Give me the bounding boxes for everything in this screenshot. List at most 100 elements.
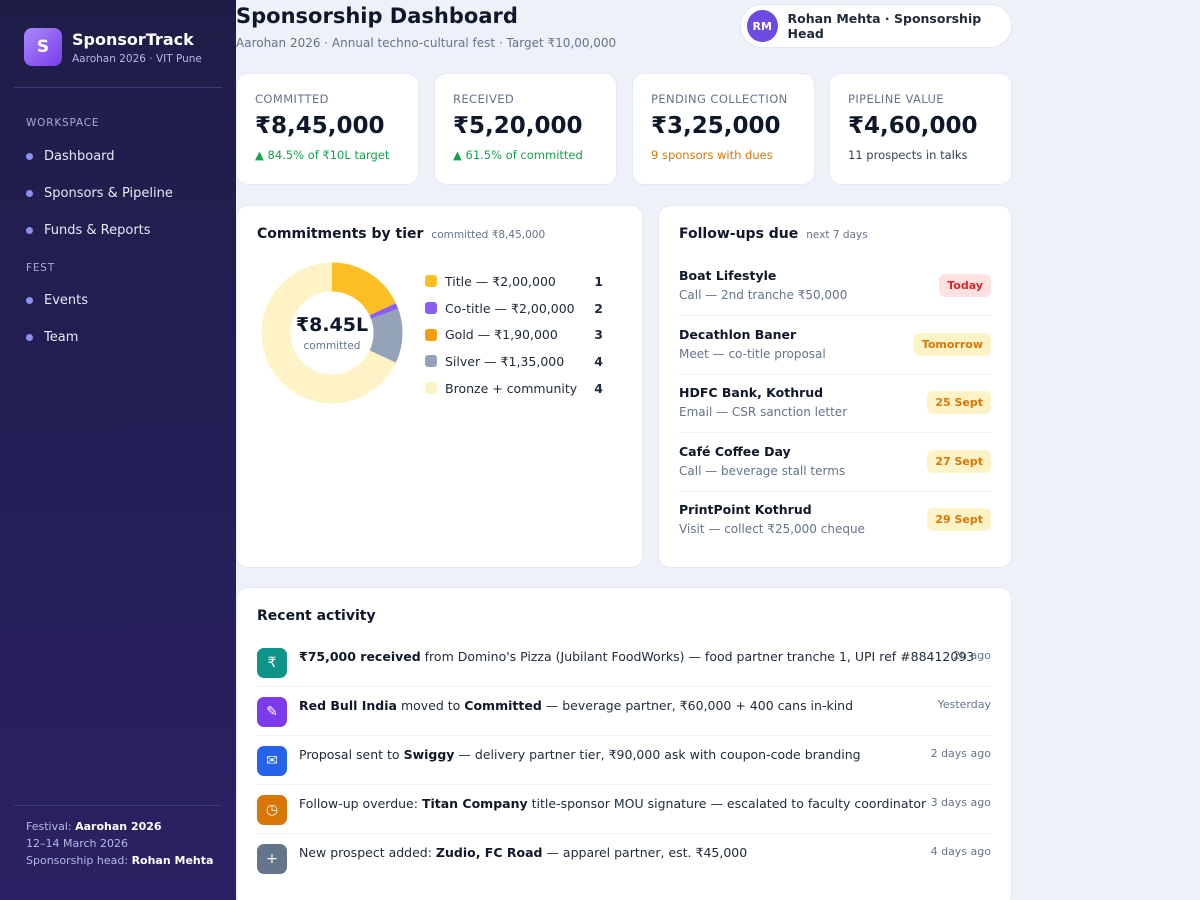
followup-desc: Email — CSR sanction letter [679,405,848,419]
activity-text: Red Bull India moved to Committed — beve… [299,698,853,713]
followup-item[interactable]: Boat Lifestyle Call — 2nd tranche ₹50,00… [679,258,991,316]
donut-center: ₹8.45L committed [259,260,405,406]
followup-sponsor: PrintPoint Kothrud [679,502,812,517]
activity-item[interactable]: ✎ Red Bull India moved to Committed — be… [257,687,991,736]
tier-legend: Title — ₹2,00,000 1 Co-title — ₹2,00,000 2… [425,268,603,401]
user-chip[interactable]: RM Rohan Mehta · Sponsorship Head [740,4,1012,48]
activity-time: 3 days ago [930,796,991,809]
legend-label: Title — ₹2,00,000 [445,273,556,289]
kpi-card-committed[interactable]: COMMITTED ₹8,45,000 ▲ 84.5% of ₹10L targ… [236,73,419,185]
app-subtitle: Aarohan 2026 · VIT Pune [72,52,202,65]
activity-detail: — beverage partner, ₹60,000 + 400 cans i… [541,698,854,713]
sidebar-item-team[interactable]: Team [26,330,78,345]
followup-item[interactable]: HDFC Bank, Kothrud Email — CSR sanction … [679,375,991,433]
kpi-card-pipeline[interactable]: PIPELINE VALUE ₹4,60,000 11 prospects in… [829,73,1012,185]
kpi-label: COMMITTED [255,92,329,106]
activity-highlight: Red Bull India [299,698,397,713]
page-subtitle: Aarohan 2026 · Annual techno-cultural fe… [236,36,617,50]
brand[interactable]: S SponsorTrack Aarohan 2026 · VIT Pune [24,28,202,66]
activity-highlight: ₹75,000 received [299,649,421,664]
sidebar-item-label: Funds & Reports [44,223,151,238]
edit-icon: ✎ [257,697,287,727]
activity-highlight: Zudio, FC Road [435,845,543,860]
activity-time: 2h ago [953,649,991,662]
activity-detail: — delivery partner tier, ₹90,000 ask wit… [454,747,861,762]
legend-item: Silver — ₹1,35,000 4 [425,348,603,375]
activity-highlight: Titan Company [421,796,528,811]
app-logo: S [24,28,62,66]
kpi-value: ₹5,20,000 [453,113,583,139]
followup-sponsor: HDFC Bank, Kothrud [679,385,824,400]
legend-item: Title — ₹2,00,000 1 [425,268,603,295]
donut-total: ₹8.45L [295,314,369,336]
rupee-icon: ₹ [257,648,287,678]
tier-donut-chart [261,262,403,404]
kpi-label: PENDING COLLECTION [651,92,788,106]
followup-desc: Visit — collect ₹25,000 cheque [679,522,865,536]
legend-label: Co-title — ₹2,00,000 [445,300,575,316]
followup-sponsor: Café Coffee Day [679,443,791,459]
activity-detail: — apparel partner, est. ₹45,000 [542,845,748,860]
activity-item[interactable]: ◷ Follow-up overdue: Titan Company title… [257,785,991,834]
sidebar-item-events[interactable]: Events [26,293,88,308]
due-badge: 27 Sept [927,449,991,473]
sidebar-footer: Festival: Aarohan 2026 12–14 March 2026 … [26,818,213,869]
kpi-label: PIPELINE VALUE [848,92,944,106]
donut-label: committed [303,340,361,352]
bullet-icon [26,297,33,304]
section-hint: committed ₹8,45,000 [431,229,546,241]
kpi-value: ₹4,60,000 [848,113,978,139]
followup-item[interactable]: PrintPoint Kothrud Visit — collect ₹25,0… [679,492,991,550]
kpi-value: ₹3,25,000 [651,113,781,139]
festival-dates: 12–14 March 2026 [26,837,129,850]
app-name: SponsorTrack [72,29,194,49]
activity-detail: title-sponsor MOU signature — escalated … [527,796,927,811]
sidebar-item-funds[interactable]: Funds & Reports [26,223,151,238]
section-title: Follow-ups due [679,226,799,242]
bullet-icon [26,190,33,197]
activity-detail: from Domino's Pizza (Jubilant FoodWorks)… [420,649,975,664]
avatar: RM [747,10,778,42]
donut-slice-3 [261,262,403,404]
sidebar-item-label: Team [44,330,79,345]
legend-count: 3 [594,327,603,343]
donut-slice-4 [261,262,403,404]
section-hint: next 7 days [806,229,868,241]
kpi-card-pending[interactable]: PENDING COLLECTION ₹3,25,000 9 sponsors … [632,73,815,185]
activity-item[interactable]: + New prospect added: Zudio, FC Road — a… [257,834,991,883]
swatch [425,275,437,288]
plus-icon: + [257,844,287,874]
sidebar-divider [14,805,222,806]
activity-text: ₹75,000 received from Domino's Pizza (Ju… [299,649,974,664]
bullet-icon [26,227,33,234]
activity-prefix: Proposal sent to [299,747,404,762]
legend-item: Gold — ₹1,90,000 3 [425,321,603,348]
due-badge: 25 Sept [927,391,991,414]
due-badge: Today [939,274,991,297]
activity-item[interactable]: ✉ Proposal sent to Swiggy — delivery par… [257,736,991,785]
head-value: Rohan Mehta [131,854,214,867]
sidebar-item-dashboard[interactable]: Dashboard [26,149,115,164]
clock-icon: ◷ [257,795,287,825]
kpi-card-received[interactable]: RECEIVED ₹5,20,000 ▲ 61.5% of committed [434,73,617,185]
page-title: Sponsorship Dashboard [236,4,518,28]
activity-text: Follow-up overdue: Titan Company title-s… [299,796,926,811]
legend-label: Bronze + community [445,380,578,396]
activity-time: 2 days ago [930,747,991,760]
followup-item[interactable]: Café Coffee Day Call — beverage stall te… [679,434,991,492]
followups-card: Follow-ups due next 7 days Boat Lifestyle… [658,205,1012,568]
activity-status: Committed [464,698,542,713]
kpi-note: ▲ 84.5% of ₹10L target [255,148,390,162]
sidebar-item-label: Events [44,293,89,308]
sidebar-item-sponsors[interactable]: Sponsors & Pipeline [26,186,173,201]
nav-group-fest: FEST [26,262,55,274]
activity-item[interactable]: ₹ ₹75,000 received from Domino's Pizza (… [257,638,991,687]
mail-icon: ✉ [257,746,287,776]
followup-item[interactable]: Decathlon Baner Meet — co-title proposal… [679,317,991,375]
kpi-label: RECEIVED [453,92,515,106]
activity-text: Proposal sent to Swiggy — delivery partn… [299,747,861,762]
activity-prefix: New prospect added: [299,845,436,860]
sidebar-item-label: Dashboard [44,149,115,164]
festival-value: Aarohan 2026 [75,820,162,833]
activity-prefix: Follow-up overdue: [299,796,422,811]
